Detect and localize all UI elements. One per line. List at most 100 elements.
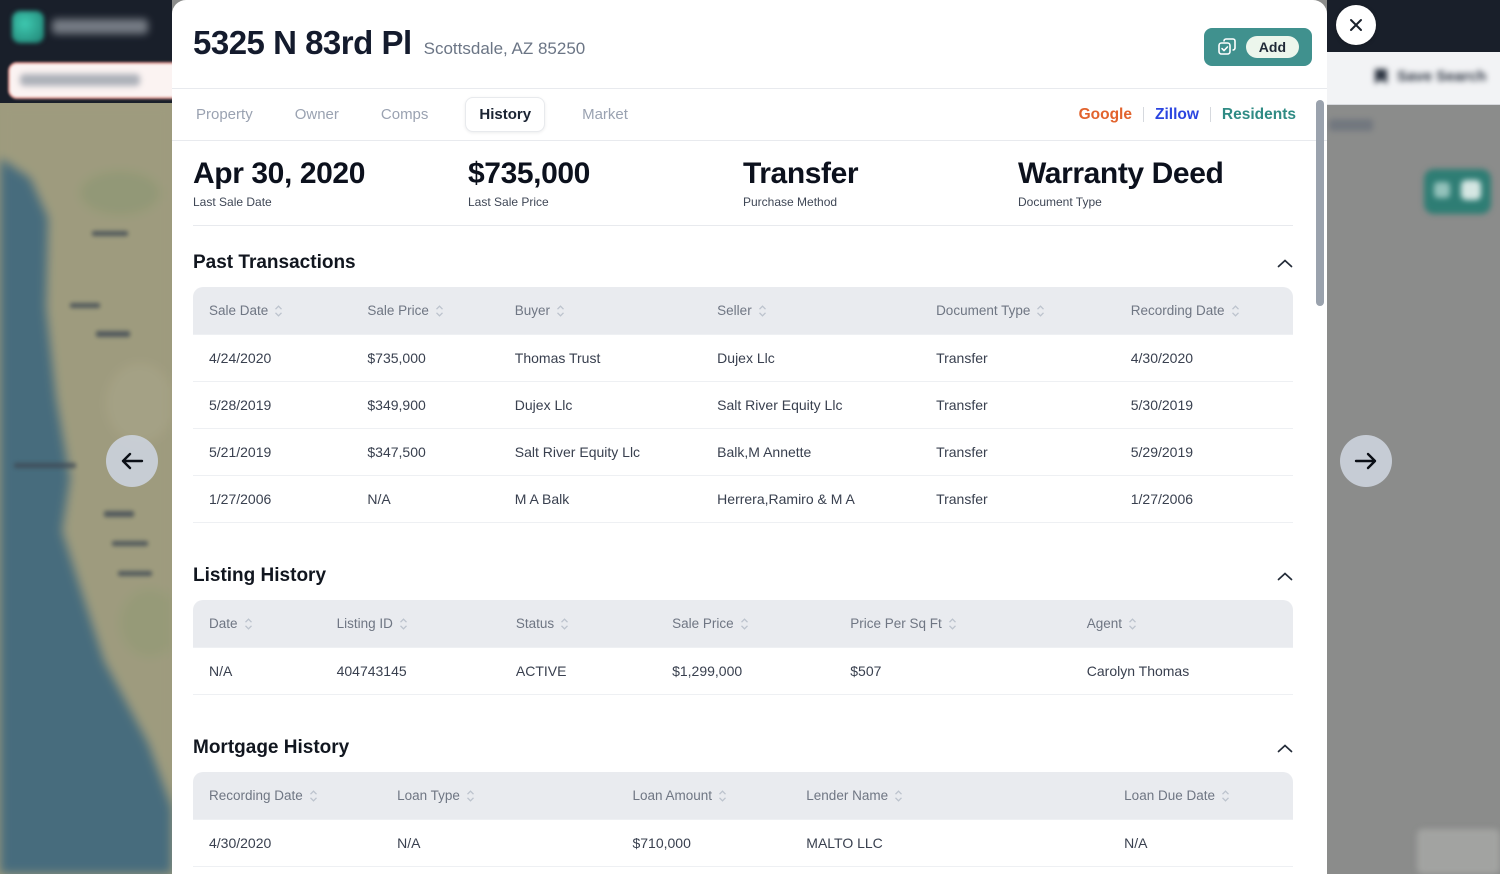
stat-label: Purchase Method: [743, 195, 838, 209]
table-cell: Transfer: [936, 491, 988, 507]
add-button-label: Add: [1245, 36, 1299, 58]
column-header[interactable]: Recording Date: [1115, 303, 1293, 318]
table-cell: 5/29/2019: [1130, 444, 1194, 460]
column-header-label: Listing ID: [336, 616, 393, 631]
copy-check-icon: [1217, 38, 1236, 55]
column-header[interactable]: Recording Date: [193, 788, 381, 803]
external-link-residents[interactable]: Residents: [1221, 105, 1296, 123]
table-cell: N/A: [209, 663, 233, 679]
arrow-right-icon: [1354, 452, 1377, 470]
column-header-label: Date: [209, 616, 238, 631]
tabs-row: Property Owner Comps History Market Google Zi…: [172, 89, 1327, 141]
column-header[interactable]: Lender Name: [790, 788, 1108, 803]
stat-value: Transfer: [743, 157, 859, 190]
column-header-label: Sale Price: [672, 616, 734, 631]
column-header-label: Sale Price: [367, 303, 429, 318]
column-header[interactable]: Listing ID: [321, 616, 500, 631]
column-header-label: Loan Type: [397, 788, 460, 803]
tab-comps[interactable]: Comps: [376, 97, 434, 132]
chevron-up-icon: [1277, 743, 1293, 752]
table-cell: $1,299,000: [672, 663, 743, 679]
column-header-label: Recording Date: [209, 788, 303, 803]
close-button[interactable]: [1336, 5, 1376, 45]
column-header[interactable]: Loan Type: [381, 788, 616, 803]
tab-owner[interactable]: Owner: [290, 97, 344, 132]
stat-label: Last Sale Price: [468, 195, 549, 209]
section-past-transactions: Past Transactions Sale Date Sale Price Buy…: [193, 252, 1293, 523]
column-header[interactable]: Buyer: [499, 303, 701, 318]
table-header-row: Date Listing ID Status Sale Price Price Per …: [193, 600, 1293, 647]
map-label-blob: [104, 511, 134, 517]
table-row: 4/24/2020 $735,000 Thomas Trust Dujex Llc Tr…: [193, 334, 1293, 381]
table-cell: 1/27/2006: [1130, 491, 1194, 507]
table-cell: 4/30/2020: [209, 835, 272, 851]
map-label-blob: [92, 231, 128, 236]
map-label-blob: [70, 303, 100, 308]
save-search-button[interactable]: Save Search: [1374, 68, 1486, 85]
add-button[interactable]: Add: [1203, 28, 1312, 66]
map-dim-overlay: [0, 103, 172, 874]
section-mortgage-history: Mortgage History Recording Date Loan Type…: [193, 737, 1293, 867]
sort-icon: [1222, 789, 1229, 802]
column-header-label: Seller: [717, 303, 752, 318]
tab-history[interactable]: History: [465, 97, 546, 132]
divider: [193, 225, 1293, 226]
panel-divider: [1327, 104, 1500, 105]
table-cell: Salt River Equity Llc: [717, 397, 843, 413]
table-cell: Herrera,Ramiro & M A: [717, 491, 855, 507]
summary-stat: Transfer Purchase Method: [743, 155, 1018, 209]
column-header[interactable]: Sale Date: [193, 303, 351, 318]
column-header[interactable]: Date: [193, 616, 321, 631]
search-placeholder-blob: [20, 74, 140, 86]
summary-stat: Warranty Deed Document Type: [1018, 155, 1293, 209]
table-cell: MALTO LLC: [806, 835, 883, 851]
column-header[interactable]: Seller: [701, 303, 920, 318]
external-link-zillow[interactable]: Zillow: [1154, 105, 1199, 123]
listing-history-table: Date Listing ID Status Sale Price Price Per …: [193, 600, 1293, 695]
section-title: Past Transactions: [193, 252, 356, 273]
column-header[interactable]: Sale Price: [656, 616, 834, 631]
column-header[interactable]: Loan Due Date: [1108, 788, 1293, 803]
sale-summary-row: Apr 30, 2020 Last Sale Date $735,000 Last S…: [193, 155, 1293, 209]
external-link-google[interactable]: Google: [1078, 105, 1132, 123]
table-cell: Transfer: [936, 397, 988, 413]
sort-icon: [275, 304, 283, 317]
table-cell: M A Balk: [514, 491, 570, 507]
link-divider: [1142, 107, 1144, 122]
sort-icon: [435, 304, 443, 317]
next-property-button[interactable]: [1340, 435, 1392, 487]
column-header[interactable]: Status: [500, 616, 656, 631]
link-divider: [1209, 107, 1211, 122]
column-header[interactable]: Agent: [1071, 616, 1293, 631]
column-header[interactable]: Price Per Sq Ft: [834, 616, 1071, 631]
map-layers-button[interactable]: [1424, 169, 1491, 214]
table-cell: Transfer: [936, 350, 988, 366]
map-label-blob: [14, 463, 76, 468]
section-toggle-listing-history[interactable]: Listing History: [193, 565, 1293, 587]
table-cell: 1/27/2006: [209, 491, 272, 507]
previous-property-button[interactable]: [106, 435, 158, 487]
map-label-blob: [96, 331, 130, 337]
results-panel-header: [1327, 52, 1500, 105]
tab-market[interactable]: Market: [577, 97, 633, 132]
column-header[interactable]: Loan Amount: [616, 788, 790, 803]
tab-property[interactable]: Property: [191, 97, 258, 132]
table-cell: $507: [850, 663, 882, 679]
table-cell: 4/24/2020: [209, 350, 272, 366]
sort-icon: [740, 617, 748, 630]
section-toggle-mortgage-history[interactable]: Mortgage History: [193, 737, 1293, 759]
sort-icon: [561, 617, 569, 630]
modal-scrollbar[interactable]: [1316, 100, 1324, 306]
column-header[interactable]: Document Type: [920, 303, 1115, 318]
column-header-label: Buyer: [514, 303, 551, 318]
table-header-row: Recording Date Loan Type Loan Amount Lender…: [193, 772, 1293, 819]
table-cell: Transfer: [936, 444, 988, 460]
section-toggle-past-transactions[interactable]: Past Transactions: [193, 252, 1293, 274]
table-row: 4/30/2020 N/A $710,000 MALTO LLC N/A: [193, 819, 1293, 866]
section-title: Listing History: [193, 565, 327, 586]
column-header-label: Loan Amount: [632, 788, 713, 803]
arrow-left-icon: [121, 452, 144, 470]
sort-icon: [1231, 304, 1239, 317]
column-header[interactable]: Sale Price: [351, 303, 498, 318]
address-search-input[interactable]: [8, 62, 186, 99]
